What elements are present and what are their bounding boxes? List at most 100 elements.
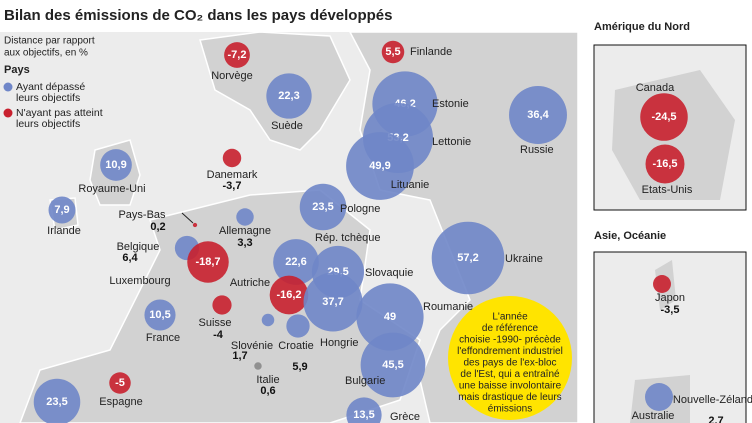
legend-label: N'ayant pas atteint [16, 107, 103, 119]
value-label: 0,2 [150, 221, 165, 233]
value-label: 10,9 [105, 159, 126, 171]
country-name: Allemagne [219, 225, 271, 237]
bubble [224, 42, 250, 68]
note-line: de référence [482, 323, 539, 334]
country-name: Suisse [198, 317, 231, 329]
country-name: France [146, 332, 180, 344]
legend-title: Pays [4, 64, 30, 76]
title-band [0, 0, 578, 32]
country-name: Pologne [340, 203, 380, 215]
bubble [640, 93, 688, 141]
country-name: Bulgarie [345, 375, 385, 387]
country-name: Russie [520, 144, 554, 156]
bubble [645, 383, 673, 411]
bubble [212, 295, 232, 315]
note-line: des pays de l'ex-bloc [463, 358, 556, 369]
note-line: de l'Est, qui a entraîné [460, 369, 560, 380]
value-label: 37,7 [322, 296, 343, 308]
legend-swatch [3, 82, 13, 92]
bubble [222, 148, 242, 168]
value-label: 23,5 [312, 201, 333, 213]
country-name: Japon [655, 292, 685, 304]
bubble [645, 144, 685, 184]
country-name: Grèce [390, 411, 420, 423]
legend-box [0, 32, 92, 124]
country-name: Croatie [278, 340, 313, 352]
country-name: Estonie [432, 98, 469, 110]
note-line: une baisse involontaire [459, 381, 562, 392]
country-name: Nouvelle-Zélande [673, 394, 752, 406]
value-label: 49 [384, 311, 396, 323]
note-line: mais drastique de leurs [458, 392, 561, 403]
country-name: Etats-Unis [642, 184, 693, 196]
bubble [381, 40, 405, 64]
country-name: Slovaquie [365, 267, 413, 279]
value-label: 5,5 [385, 46, 400, 58]
value-label: 22,3 [278, 90, 299, 102]
legend-swatch [3, 108, 13, 118]
bubble [48, 196, 76, 224]
bubble [509, 86, 567, 144]
country-name: Suède [271, 120, 303, 132]
subtitle: Distance par rapport [4, 36, 95, 47]
note-line: l'effondrement industriel [457, 346, 563, 357]
bubble [346, 132, 414, 200]
bubble [254, 362, 262, 370]
value-label: 49,9 [369, 160, 390, 172]
country-name: Pays-Bas [118, 209, 166, 221]
land [612, 70, 735, 423]
value-label: 22,6 [285, 256, 306, 268]
value-label: -16,2 [276, 289, 301, 301]
bubble [299, 183, 347, 231]
bubble [653, 275, 671, 293]
value-label: -4 [213, 329, 224, 341]
bubble [144, 299, 176, 331]
value-label: 5,9 [292, 361, 307, 373]
note-line: choisie -1990- précède [459, 335, 561, 346]
value-label: -7,2 [228, 49, 247, 61]
bubble [33, 378, 81, 423]
bubble [431, 221, 505, 295]
value-label: -24,5 [651, 111, 676, 123]
bubble [286, 314, 310, 338]
country-name: Norvège [211, 70, 253, 82]
country-name: Autriche [230, 277, 270, 289]
value-label: -16,5 [652, 158, 677, 170]
bubble [360, 332, 426, 398]
bubble [192, 222, 198, 228]
country-name: Ukraine [505, 253, 543, 265]
legend-label: Ayant dépassé [16, 81, 85, 93]
country-name: Lituanie [391, 179, 430, 191]
leader [181, 212, 194, 224]
bubble [303, 272, 363, 332]
country-name: Finlande [410, 46, 452, 58]
bubble [109, 372, 131, 394]
country-name: Roumanie [423, 301, 473, 313]
country-name: Rép. tchèque [315, 232, 380, 244]
legend-label: leurs objectifs [16, 92, 80, 104]
subtitle: aux objectifs, en % [4, 48, 88, 59]
country-name: Belgique [117, 241, 160, 253]
value-label: 2,7 [708, 415, 723, 423]
bubble [346, 397, 382, 423]
country-name: Italie [256, 374, 279, 386]
value-label: 6,4 [122, 252, 138, 264]
title: Bilan des émissions de CO₂ dans les pays… [4, 7, 392, 24]
bubble [273, 239, 319, 285]
country-name: Danemark [207, 169, 258, 181]
legend-label: leurs objectifs [16, 118, 80, 130]
country-name: Espagne [99, 396, 142, 408]
country-name: Slovénie [231, 340, 273, 352]
bubble [236, 208, 254, 226]
country-name: Lettonie [432, 136, 471, 148]
bubble [261, 313, 275, 327]
value-label: 57,2 [457, 252, 478, 264]
country-name: Luxembourg [109, 275, 170, 287]
panel-title: Amérique du Nord [594, 21, 690, 33]
bubble [100, 149, 132, 181]
value-label: 0,6 [260, 385, 275, 397]
value-label: 13,5 [353, 409, 374, 421]
bubble [266, 73, 312, 119]
value-label: -18,7 [195, 256, 220, 268]
